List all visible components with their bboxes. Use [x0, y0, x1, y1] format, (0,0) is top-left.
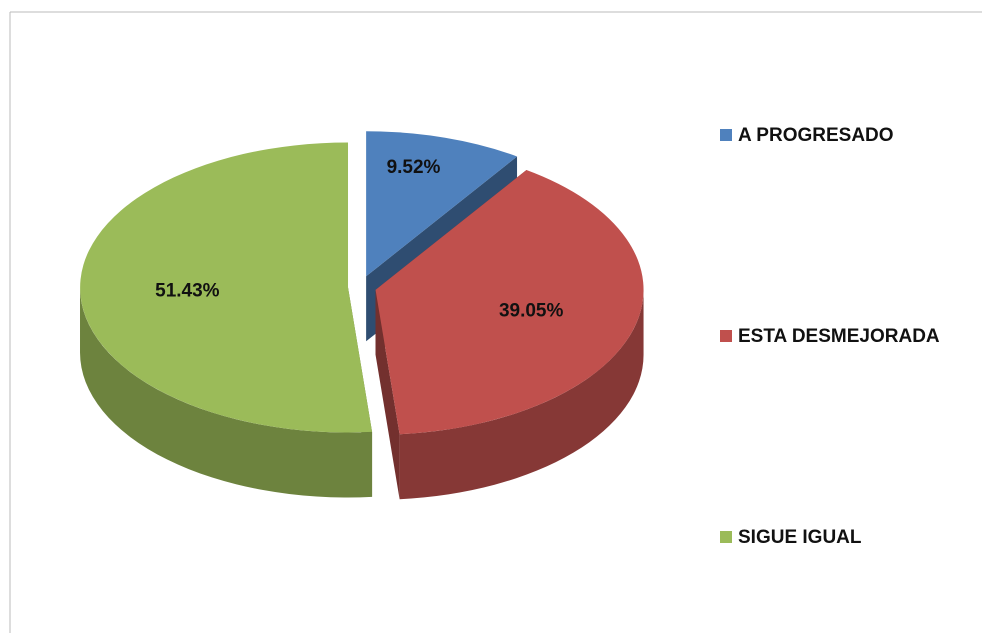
legend-label: ESTA DESMEJORADA: [738, 326, 940, 347]
slice-side: [80, 287, 373, 498]
pie-tops: [80, 131, 644, 435]
data-label: 39.05%: [499, 301, 564, 322]
slice-side: [399, 289, 644, 500]
slice: [366, 131, 518, 277]
data-label: 51.43%: [155, 280, 220, 301]
data-label: 9.52%: [387, 157, 441, 178]
legend-label: A PROGRESADO: [738, 125, 894, 146]
legend-swatch: [720, 129, 732, 141]
legend-label: SIGUE IGUAL: [738, 527, 862, 548]
slice-cut-face: [375, 289, 400, 500]
legend-swatch: [720, 330, 732, 342]
slice: [375, 169, 644, 435]
legend-swatch: [720, 531, 732, 543]
slice: [80, 142, 373, 433]
